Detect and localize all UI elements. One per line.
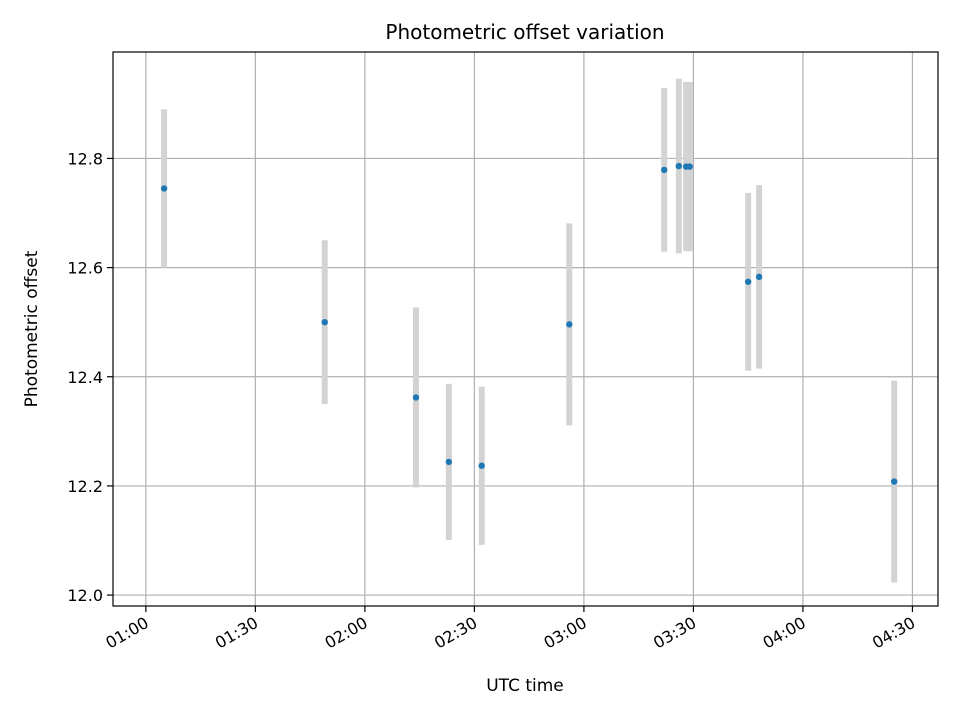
y-tick-label: 12.2 [67,477,103,496]
y-axis-ticks: 12.0 12.2 12.4 12.6 12.8 [67,149,113,605]
y-tick-label: 12.6 [67,259,103,278]
data-points [160,162,898,485]
data-point [478,462,485,469]
data-point [675,162,683,170]
chart-title: Photometric offset variation [385,20,664,44]
data-point [412,394,420,401]
data-point [661,166,668,174]
data-point [686,163,693,170]
x-axis-label: UTC time [486,676,564,696]
grid [113,52,938,606]
data-point [890,478,898,485]
y-tick-label: 12.8 [67,149,103,168]
data-point [321,318,328,326]
data-point [566,321,573,328]
y-tick-label: 12.4 [67,368,103,387]
plot-frame [112,51,939,607]
y-axis-label: Photometric offset [22,250,42,407]
data-point [160,185,168,192]
data-point [445,458,453,466]
y-tick-label: 12.0 [67,586,103,605]
data-point [744,278,752,285]
data-point [755,273,763,281]
